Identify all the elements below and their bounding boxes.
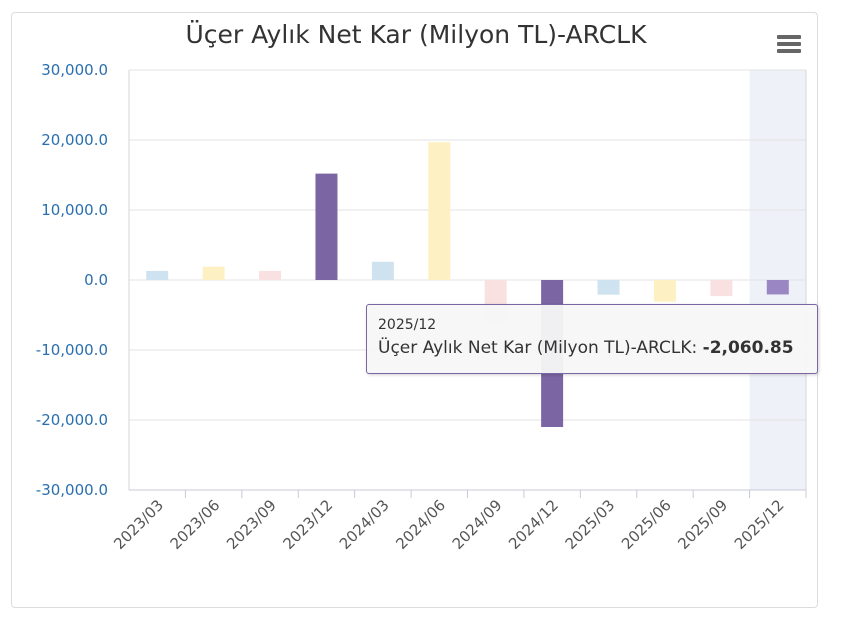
- y-tick-label: 0.0: [84, 271, 108, 289]
- y-axis-ticks: 30,000.0 20,000.0 10,000.0 0.0 -10,000.0 -20,…: [36, 61, 108, 499]
- grid-lines: [128, 69, 807, 491]
- y-tick-label: 10,000.0: [41, 201, 108, 219]
- tooltip-category: 2025/12: [378, 317, 437, 333]
- bar-2023/06: [202, 266, 225, 280]
- chart-title: Üçer Aylık Net Kar (Milyon TL)-ARCLK: [185, 20, 647, 49]
- x-tick-label: 2025/09: [674, 496, 731, 553]
- tooltip-series-label: Üçer Aylık Net Kar (Milyon TL)-ARCLK:: [378, 338, 698, 358]
- bar-2024/06: [428, 142, 451, 280]
- tooltip: 2025/12 Üçer Aylık Net Kar (Milyon TL)-A…: [366, 304, 818, 374]
- y-tick-label: -10,000.0: [36, 341, 108, 359]
- x-tick-label: 2024/09: [449, 496, 506, 553]
- y-tick-label: 20,000.0: [41, 131, 108, 149]
- bar-2023/12: [315, 173, 338, 280]
- x-tick-label: 2024/12: [505, 496, 562, 553]
- tooltip-value: -2,060.85: [702, 338, 794, 358]
- y-tick-label: 30,000.0: [41, 61, 108, 79]
- x-tick-label: 2025/03: [562, 496, 619, 553]
- bar-2025/03: [597, 280, 620, 295]
- x-tick-label: 2025/06: [618, 496, 675, 553]
- bars: [146, 142, 789, 427]
- bar-2023/03: [146, 270, 169, 280]
- x-tick-label: 2023/09: [223, 496, 280, 553]
- bar-2024/03: [371, 261, 394, 280]
- x-tick-label: 2023/06: [167, 496, 224, 553]
- bar-2025/12: [766, 280, 789, 295]
- hamburger-menu-icon[interactable]: [775, 33, 803, 57]
- y-tick-label: -30,000.0: [36, 481, 108, 499]
- x-tick-label: 2025/12: [731, 496, 788, 553]
- bar-2025/09: [710, 280, 733, 297]
- bar-2025/06: [653, 280, 676, 302]
- x-tick-label: 2024/06: [392, 496, 449, 553]
- bar-2023/09: [259, 270, 282, 280]
- tooltip-line: Üçer Aylık Net Kar (Milyon TL)-ARCLK: -2…: [378, 338, 794, 358]
- x-tick-label: 2023/03: [110, 496, 167, 553]
- x-tick-label: 2024/03: [336, 496, 393, 553]
- y-tick-label: -20,000.0: [36, 411, 108, 429]
- x-axis-ticks: 2023/03 2023/06 2023/09 2023/12 2024/03 2024/…: [110, 490, 807, 553]
- x-tick-label: 2023/12: [279, 496, 336, 553]
